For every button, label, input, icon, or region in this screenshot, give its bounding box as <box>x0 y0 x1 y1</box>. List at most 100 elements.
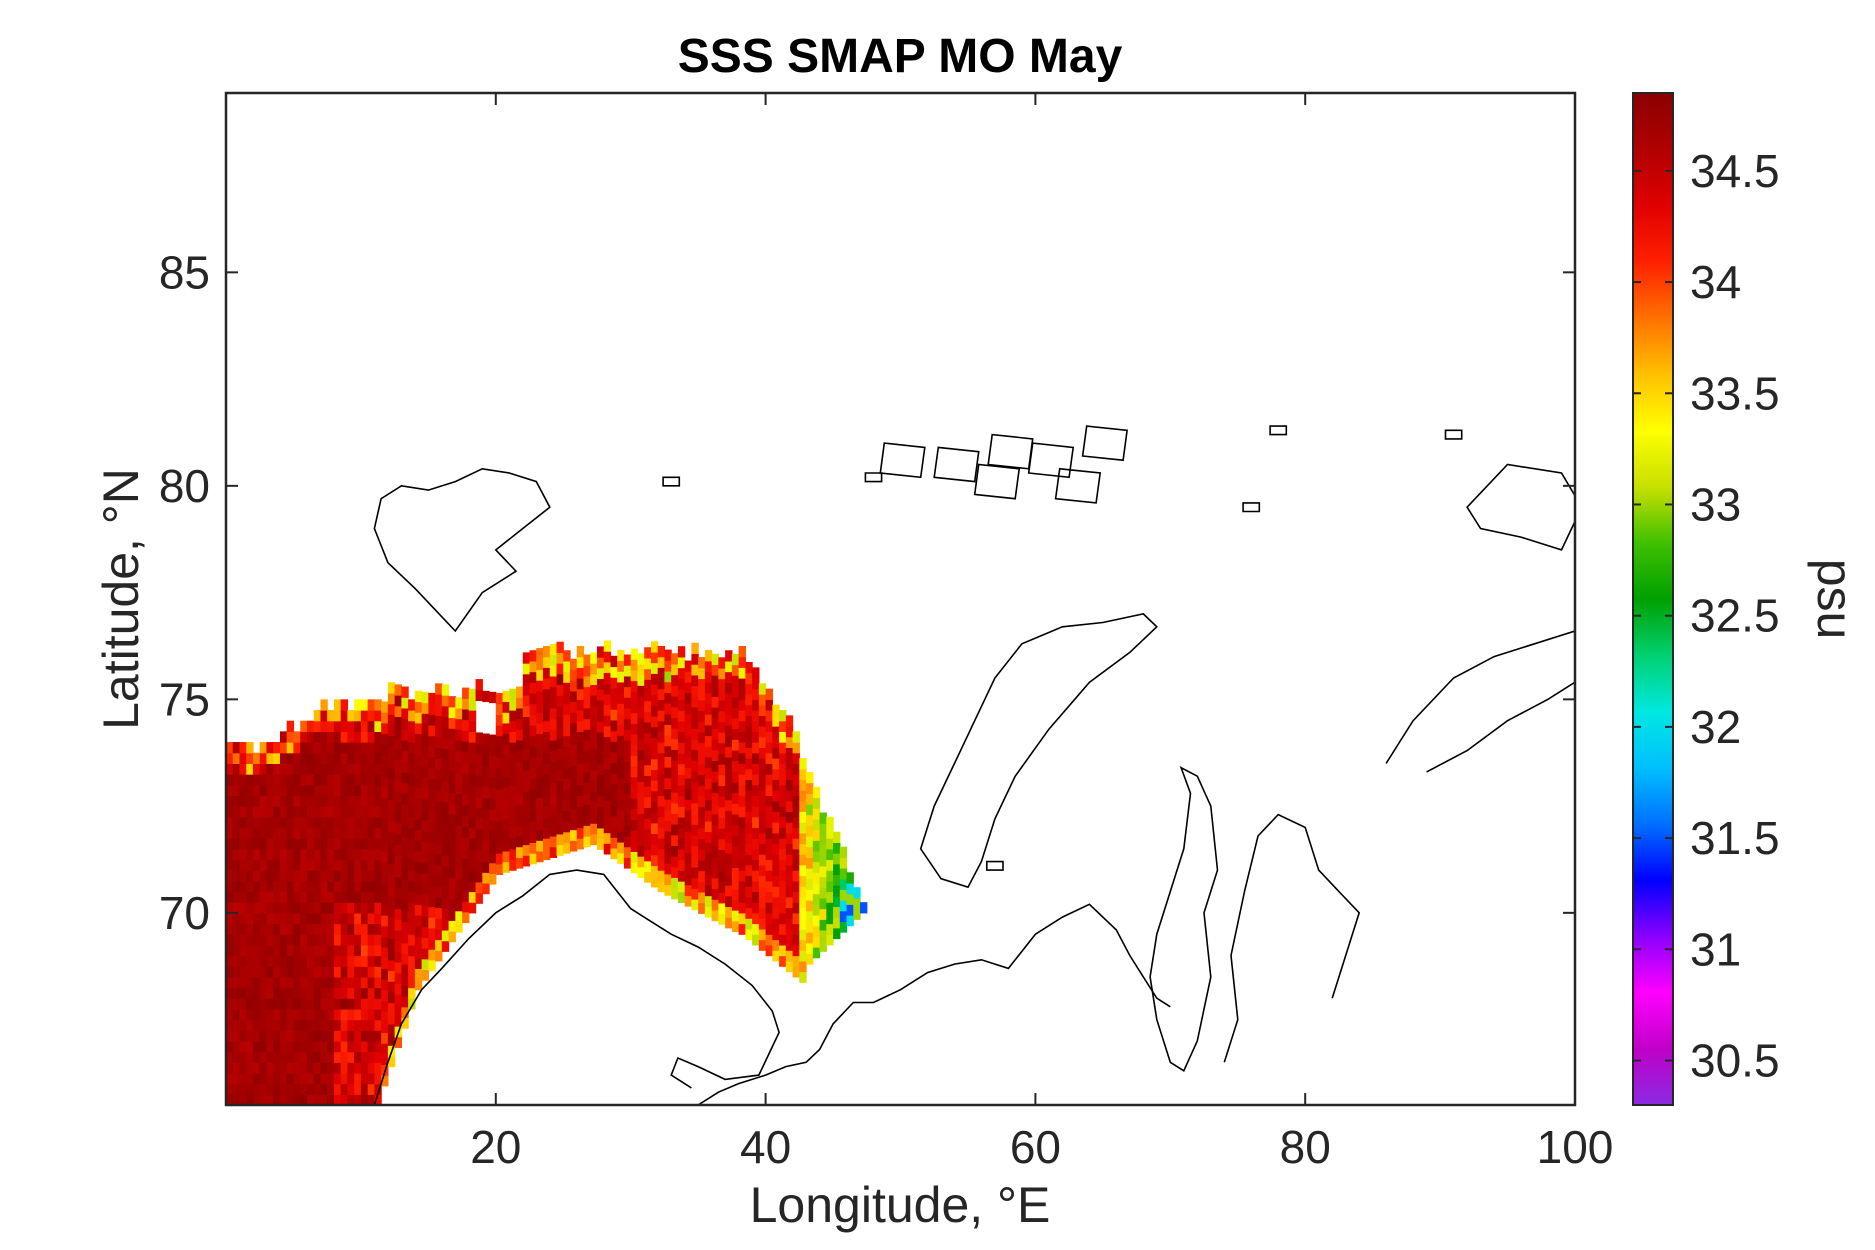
salinity-cell <box>266 976 274 989</box>
salinity-cell <box>414 754 423 767</box>
salinity-cell <box>536 712 544 724</box>
salinity-cell <box>367 806 375 818</box>
salinity-cell <box>347 998 355 1010</box>
salinity-cell <box>360 987 369 999</box>
salinity-cell <box>637 781 645 793</box>
salinity-cell <box>570 818 578 831</box>
chart-title: SSS SMAP MO May <box>678 30 1123 83</box>
salinity-cell <box>428 885 436 897</box>
salinity-cell <box>246 1094 254 1105</box>
salinity-cell <box>745 875 753 887</box>
salinity-cell <box>779 870 787 882</box>
salinity-cell <box>543 784 551 797</box>
salinity-cell <box>367 1019 375 1031</box>
salinity-cell <box>441 737 450 750</box>
salinity-cell <box>252 998 261 1010</box>
salinity-cell <box>448 813 456 825</box>
salinity-cell <box>266 944 274 957</box>
salinity-cell <box>704 692 713 705</box>
salinity-cell <box>792 870 800 882</box>
salinity-cell <box>543 763 551 775</box>
salinity-cell <box>435 811 443 823</box>
salinity-cell <box>468 870 477 882</box>
salinity-cell <box>644 860 652 873</box>
salinity-cell <box>704 810 713 822</box>
salinity-cell <box>576 763 585 775</box>
salinity-cell <box>414 765 423 777</box>
salinity-cell <box>347 976 355 989</box>
salinity-cell <box>367 731 375 743</box>
salinity-cell <box>340 1072 349 1085</box>
salinity-cell <box>495 703 504 715</box>
salinity-cell <box>374 987 382 999</box>
salinity-cell <box>536 776 544 788</box>
salinity-cell <box>448 856 456 868</box>
salinity-cell <box>239 955 247 967</box>
salinity-cell <box>239 1030 247 1042</box>
salinity-cell <box>367 752 375 764</box>
salinity-cell <box>374 720 382 732</box>
salinity-cell <box>671 717 679 729</box>
salinity-cell <box>752 848 760 861</box>
salinity-cell <box>630 669 639 682</box>
salinity-cell <box>266 1062 274 1074</box>
salinity-cell <box>306 870 315 882</box>
salinity-cell <box>333 816 342 829</box>
salinity-cell <box>374 816 382 829</box>
salinity-cell <box>704 756 713 769</box>
salinity-cell <box>711 760 719 772</box>
salinity-cell <box>408 955 416 967</box>
salinity-cell <box>354 720 362 732</box>
salinity-cell <box>664 799 672 811</box>
salinity-cell <box>644 647 652 659</box>
salinity-cell <box>650 716 659 728</box>
salinity-cell <box>711 781 719 794</box>
salinity-cell <box>617 831 625 843</box>
salinity-cell <box>799 875 807 887</box>
salinity-cell <box>354 1062 362 1074</box>
salinity-cell <box>630 851 639 863</box>
salinity-cell <box>226 923 234 935</box>
salinity-cell <box>819 844 827 856</box>
salinity-cell <box>367 912 375 925</box>
salinity-cell <box>300 955 308 967</box>
salinity-cell <box>313 934 322 946</box>
salinity-cell <box>677 678 686 690</box>
salinity-cell <box>583 675 591 688</box>
salinity-cell <box>704 788 713 801</box>
salinity-cell <box>394 695 402 707</box>
salinity-cell <box>549 686 558 698</box>
salinity-cell <box>711 771 719 783</box>
salinity-cell <box>752 859 760 871</box>
salinity-cell <box>354 742 362 754</box>
salinity-cell <box>293 1040 301 1053</box>
salinity-cell <box>381 776 389 788</box>
salinity-cell <box>772 800 780 813</box>
salinity-cell <box>414 701 423 713</box>
salinity-cell <box>435 939 443 951</box>
salinity-cell <box>691 888 699 900</box>
salinity-cell <box>826 838 834 850</box>
salinity-cell <box>232 1083 241 1095</box>
salinity-cell <box>725 842 733 854</box>
salinity-cell <box>718 710 726 722</box>
salinity-cell <box>772 918 780 930</box>
salinity-cell <box>293 1019 301 1031</box>
salinity-cell <box>354 806 362 818</box>
salinity-cell <box>246 976 254 989</box>
salinity-cell <box>360 934 369 946</box>
salinity-cell <box>374 742 382 754</box>
salinity-cell <box>340 1019 349 1031</box>
salinity-cell <box>637 834 645 846</box>
salinity-cell <box>509 795 517 807</box>
salinity-cell <box>704 650 713 662</box>
salinity-cell <box>812 893 821 905</box>
salinity-cell <box>226 827 234 839</box>
salinity-cell <box>286 1030 295 1042</box>
salinity-cell <box>603 789 612 802</box>
salinity-cell <box>327 827 335 839</box>
salinity-cell <box>698 774 706 786</box>
salinity-cell <box>704 724 713 737</box>
salinity-cell <box>711 707 719 719</box>
salinity-cell <box>779 838 787 850</box>
